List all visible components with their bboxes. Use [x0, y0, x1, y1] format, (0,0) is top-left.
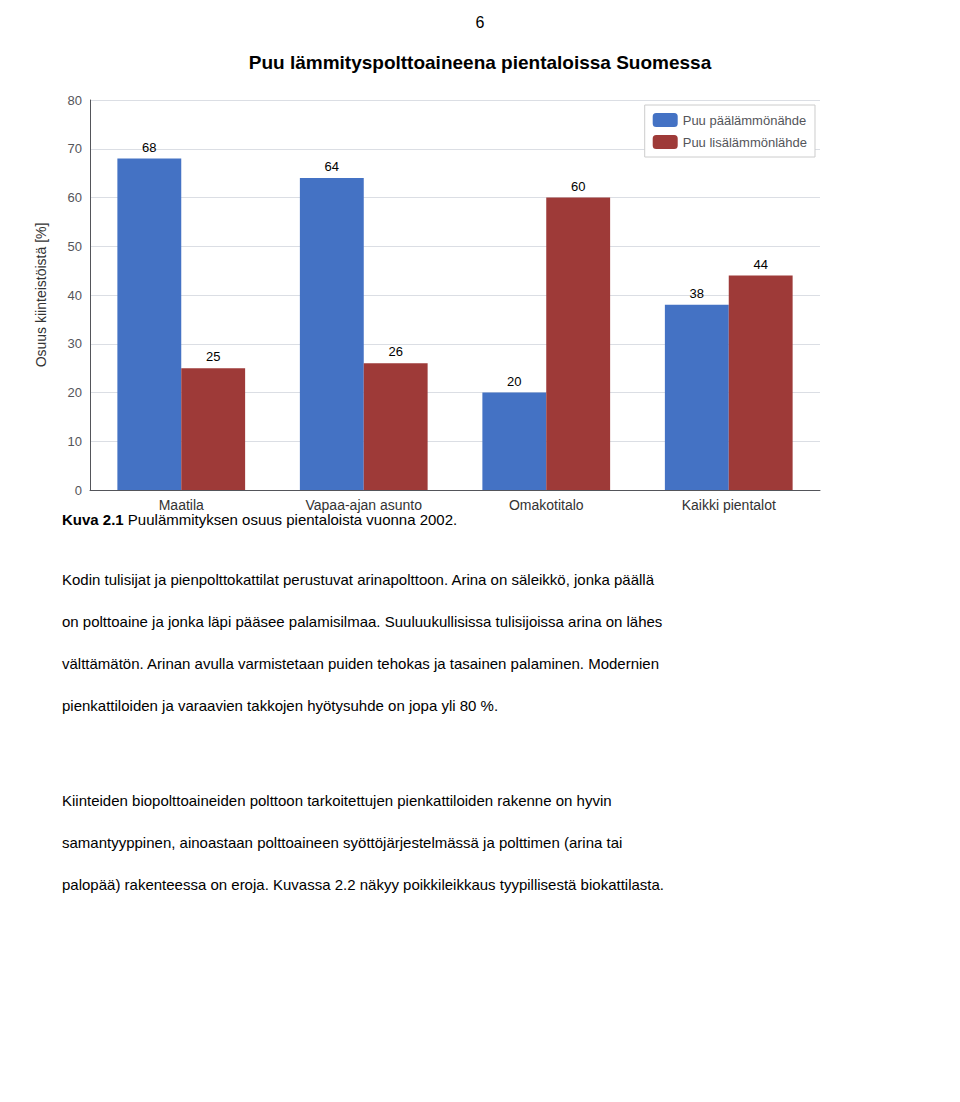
svg-text:Puu lämmityspolttoaineena pien: Puu lämmityspolttoaineena pientaloissa S… [249, 52, 712, 73]
svg-text:30: 30 [68, 336, 82, 351]
svg-text:Kuva 2.1: Kuva 2.1 [62, 511, 124, 528]
svg-text:Vapaa-ajan asunto: Vapaa-ajan asunto [306, 497, 423, 513]
svg-text:80: 80 [68, 93, 82, 108]
svg-text:palopää) rakenteessa on eroja.: palopää) rakenteessa on eroja. Kuvassa 2… [62, 876, 664, 893]
svg-text:20: 20 [68, 385, 82, 400]
svg-text:välttämätön. Arinan avulla var: välttämätön. Arinan avulla varmistetaan … [62, 655, 659, 672]
svg-text:50: 50 [68, 239, 82, 254]
svg-text:Puu lisälämmönlähde: Puu lisälämmönlähde [683, 135, 807, 150]
svg-text:64: 64 [325, 159, 339, 174]
svg-text:Maatila: Maatila [159, 497, 204, 513]
svg-text:Puulämmityksen osuus pientaloi: Puulämmityksen osuus pientaloista vuonna… [124, 511, 458, 528]
svg-text:20: 20 [507, 374, 521, 389]
svg-text:Kaikki pientalot: Kaikki pientalot [682, 497, 776, 513]
svg-text:60: 60 [68, 190, 82, 205]
svg-text:Puu päälämmönähde: Puu päälämmönähde [683, 113, 807, 128]
svg-text:on polttoaine ja jonka läpi pä: on polttoaine ja jonka läpi pääsee palam… [62, 613, 662, 630]
svg-text:68: 68 [142, 140, 156, 155]
svg-text:samantyyppinen, ainoastaan pol: samantyyppinen, ainoastaan polttoaineen … [62, 834, 622, 851]
svg-text:70: 70 [68, 141, 82, 156]
svg-text:44: 44 [753, 257, 767, 272]
svg-text:Omakotitalo: Omakotitalo [509, 497, 584, 513]
svg-text:Kiinteiden biopolttoaineiden p: Kiinteiden biopolttoaineiden polttoon ta… [62, 792, 612, 809]
svg-text:26: 26 [388, 344, 402, 359]
svg-text:Osuus kiinteistöistä [%]: Osuus kiinteistöistä [%] [33, 223, 49, 368]
svg-text:pienkattiloiden ja varaavien t: pienkattiloiden ja varaavien takkojen hy… [62, 697, 498, 714]
svg-text:60: 60 [571, 179, 585, 194]
svg-text:38: 38 [690, 286, 704, 301]
svg-text:10: 10 [68, 434, 82, 449]
svg-text:0: 0 [75, 483, 82, 498]
svg-text:6: 6 [476, 14, 485, 31]
svg-text:25: 25 [206, 349, 220, 364]
svg-text:40: 40 [68, 288, 82, 303]
svg-text:Kodin tulisijat ja pienpolttok: Kodin tulisijat ja pienpolttokattilat pe… [62, 571, 655, 588]
